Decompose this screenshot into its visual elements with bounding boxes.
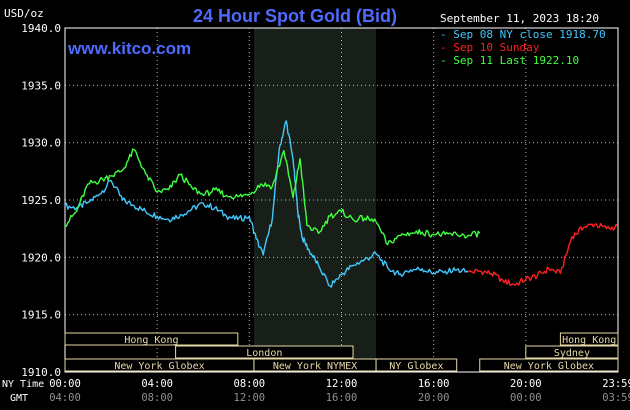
market-label: NY Globex [389,361,443,372]
ny-time-label: NY Time [2,379,44,390]
y-tick-label: 1915.0 [21,309,61,322]
gmt-label: GMT [10,393,28,404]
series-line-2 [467,222,619,286]
market-hours: Hong Kong Hong Kong London Sydney New York G… [64,332,619,372]
x-tick-label-gmt: 16:00 [326,392,358,404]
market-box [375,358,458,372]
market-box [479,358,619,372]
market-label: Hong Kong [124,335,178,346]
market-label: New York NYMEX [273,361,357,372]
y-tick-label: 1935.0 [21,79,61,92]
x-tick-label-ny: 23:59 [602,378,630,390]
market-box [559,332,619,346]
x-tick-label-ny: 20:00 [510,378,542,390]
x-tick-label-ny: 12:00 [326,378,358,390]
plot-frame [64,27,619,373]
legend-entry-2: - Sep 10 Sunday [440,41,540,54]
x-tick-label-gmt: 04:00 [49,392,81,404]
market-box [525,345,619,359]
x-tick-label-gmt: 00:00 [510,392,542,404]
x-tick-label-gmt: 12:00 [234,392,266,404]
x-tick-label-ny: 08:00 [234,378,266,390]
watermark: www.kitco.com [67,39,191,58]
x-tick-label-ny: 16:00 [418,378,450,390]
series-line-3 [64,148,481,246]
legend: - Sep 08 NY close 1918.70- Sep 10 Sunday… [440,28,606,67]
chart-title: 24 Hour Spot Gold (Bid) [193,6,397,26]
series-line-1 [64,120,469,288]
x-tick-label-gmt: 20:00 [418,392,450,404]
market-label: Hong Kong [562,335,616,346]
legend-entry-1: - Sep 08 NY close 1918.70 [440,28,606,41]
axes: 1940.0 1935.0 1930.0 1925.0 1920.0 1915.0 1910… [21,22,630,404]
y-tick-label: 1920.0 [21,251,61,264]
y-tick-label: 1930.0 [21,137,61,150]
legend-entry-3: - Sep 11 Last 1922.10 [440,54,579,67]
y-tick-label: 1925.0 [21,194,61,207]
market-label: New York Globex [114,361,204,372]
y-tick-label: 1910.0 [21,366,61,379]
market-label: Sydney [554,348,590,359]
market-label: London [246,348,282,359]
market-label: New York Globex [504,361,594,372]
x-tick-label-ny: 04:00 [141,378,173,390]
x-tick-label-ny: 00:00 [49,378,81,390]
x-tick-label-gmt: 03:59 [602,392,630,404]
series-group [64,120,619,288]
y-tick-label: 1940.0 [21,22,61,35]
market-box [175,345,354,359]
date-label: September 11, 2023 18:20 [440,12,599,25]
x-tick-label-gmt: 08:00 [141,392,173,404]
y-unit-label: USD/oz [4,7,44,20]
market-box [64,332,239,346]
